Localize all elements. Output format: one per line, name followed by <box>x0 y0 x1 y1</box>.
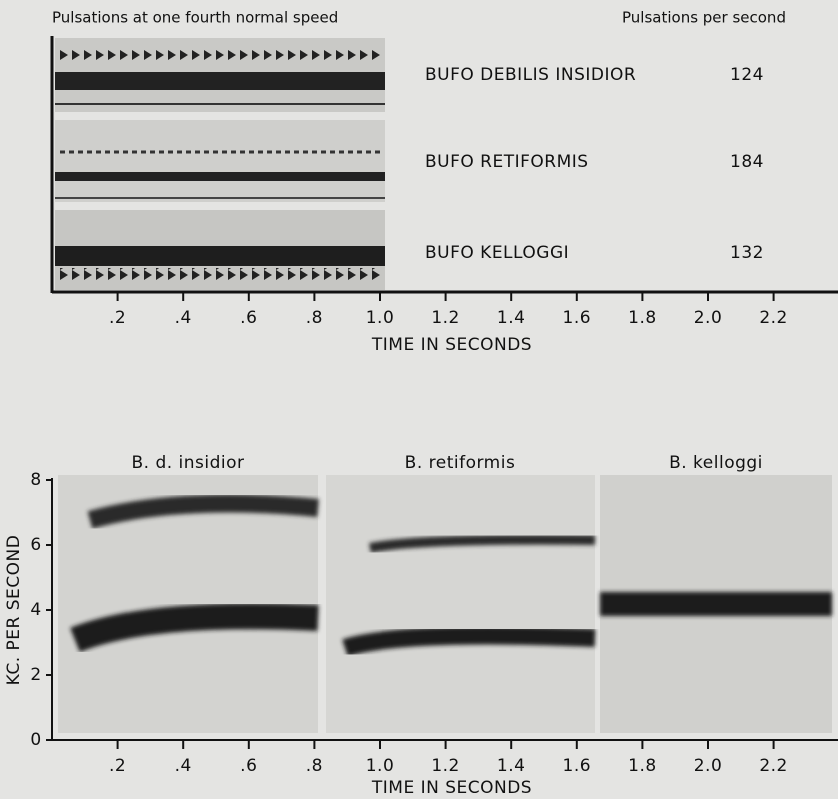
spectrogram <box>326 475 595 733</box>
strip-trace <box>55 172 385 181</box>
x-tick-label: .6 <box>240 308 257 328</box>
x-tick-label: .8 <box>306 308 323 328</box>
x-tick-label: 2.2 <box>759 308 788 328</box>
x-tick-label: 2.2 <box>759 756 788 776</box>
x-tick-label: 1.2 <box>431 756 460 776</box>
panel-title: B. kelloggi <box>669 453 763 473</box>
formant <box>369 534 596 553</box>
strip-trace <box>55 72 385 90</box>
panel-title: B. d. insidior <box>131 453 244 473</box>
x-tick-label: .4 <box>175 308 192 328</box>
x-tick-label: .2 <box>109 756 126 776</box>
x-axis-label: TIME IN SECONDS <box>371 778 532 798</box>
x-tick-label: .2 <box>109 308 126 328</box>
x-tick-label: 1.8 <box>628 308 657 328</box>
species-name: BUFO DEBILIS INSIDIOR <box>425 65 636 85</box>
y-tick-label: 2 <box>30 665 41 685</box>
formant <box>70 603 319 653</box>
oscillograms <box>55 38 385 290</box>
x-tick-label: 1.0 <box>366 308 395 328</box>
x-tick-label: .4 <box>175 756 192 776</box>
strip-trace <box>58 268 383 280</box>
x-tick-label: 1.6 <box>563 308 592 328</box>
formant <box>600 592 832 616</box>
x-tick-label: 1.4 <box>497 756 526 776</box>
strip-trace <box>58 50 383 60</box>
panel-title: B. retiformis <box>405 453 516 473</box>
x-tick-label: 2.0 <box>694 756 723 776</box>
x-tick-label: 1.4 <box>497 308 526 328</box>
y-tick-label: 8 <box>30 470 41 490</box>
x-tick-label: 1.8 <box>628 756 657 776</box>
formant <box>87 494 319 529</box>
top-title: Pulsations at one fourth normal speed <box>52 9 338 27</box>
x-tick-label: .6 <box>240 756 257 776</box>
strip-trace <box>55 246 385 266</box>
spectrograms <box>58 475 832 733</box>
y-axis-label: KC. PER SECOND <box>4 535 24 686</box>
strip <box>55 120 385 202</box>
x-tick-label: .8 <box>306 756 323 776</box>
y-tick-label: 0 <box>30 730 41 750</box>
formant <box>342 626 596 657</box>
species-name: BUFO KELLOGGI <box>425 243 569 263</box>
x-tick-label: 1.2 <box>431 308 460 328</box>
pulse-rate: 124 <box>730 65 764 85</box>
pulse-rate: 132 <box>730 243 764 263</box>
x-tick-label: 1.0 <box>366 756 395 776</box>
y-tick-label: 4 <box>30 600 41 620</box>
y-tick-label: 6 <box>30 535 41 555</box>
x-tick-label: 1.6 <box>563 756 592 776</box>
x-tick-label: 2.0 <box>694 308 723 328</box>
pulse-rate: 184 <box>730 152 764 172</box>
species-name: BUFO RETIFORMIS <box>425 152 589 172</box>
rate-header: Pulsations per second <box>622 9 786 27</box>
x-axis-label: TIME IN SECONDS <box>371 335 532 355</box>
